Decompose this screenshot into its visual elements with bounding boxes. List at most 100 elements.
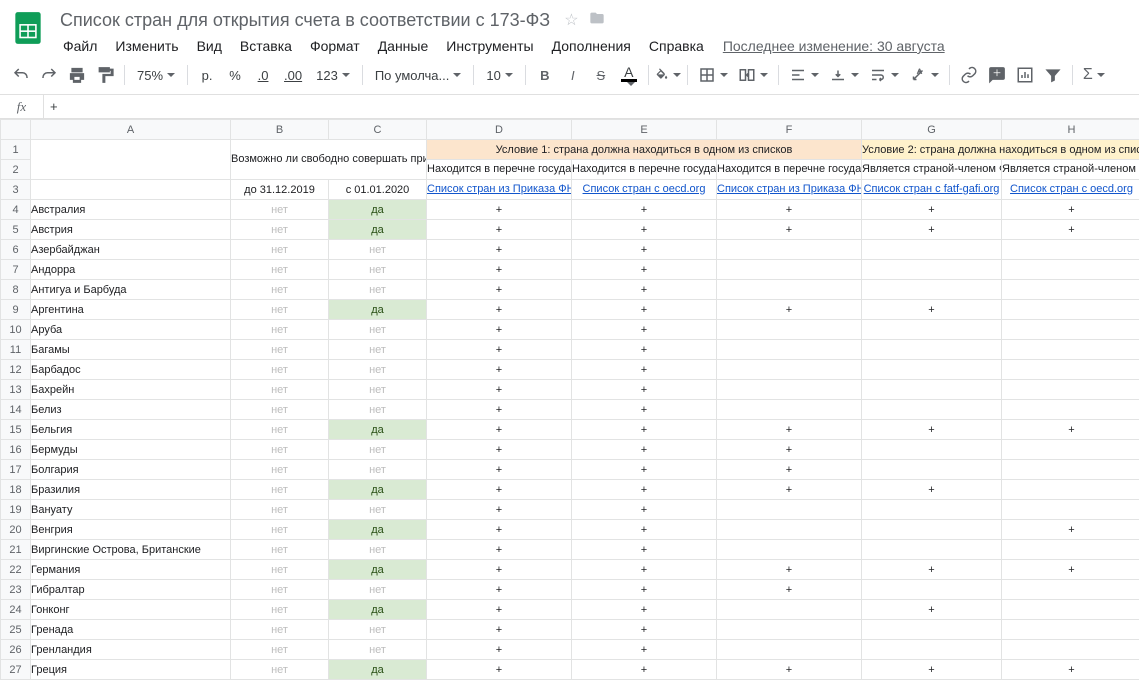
cell-C8[interactable]: нет (329, 280, 427, 300)
spreadsheet-grid[interactable]: ABCDEFGH1Возможно ли свободно совершать … (0, 119, 1139, 680)
merge-cells-dropdown[interactable] (734, 62, 772, 88)
cell-E13[interactable]: + (572, 380, 717, 400)
horizontal-align-dropdown[interactable] (785, 62, 823, 88)
cell-G25[interactable] (862, 620, 1002, 640)
cell-A26[interactable]: Гренландия (31, 640, 231, 660)
redo-icon[interactable] (36, 62, 62, 88)
cell-D2[interactable]: Находится в перечне государств, с которы… (427, 160, 572, 180)
cell-G14[interactable] (862, 400, 1002, 420)
cell-G24[interactable]: + (862, 600, 1002, 620)
bold-button[interactable]: B (532, 62, 558, 88)
cell-A16[interactable]: Бермуды (31, 440, 231, 460)
cell-F9[interactable]: + (717, 300, 862, 320)
insert-chart-icon[interactable] (1012, 62, 1038, 88)
cell-H7[interactable] (1002, 260, 1139, 280)
cell-B16[interactable]: нет (231, 440, 329, 460)
cell-H11[interactable] (1002, 340, 1139, 360)
cell-A9[interactable]: Аргентина (31, 300, 231, 320)
row-header-27[interactable]: 27 (1, 660, 31, 680)
cell-C22[interactable]: да (329, 560, 427, 580)
cell-C7[interactable]: нет (329, 260, 427, 280)
cell-A19[interactable]: Вануату (31, 500, 231, 520)
filter-icon[interactable] (1040, 62, 1066, 88)
insert-link-icon[interactable] (956, 62, 982, 88)
cell-A27[interactable]: Греция (31, 660, 231, 680)
cell-B11[interactable]: нет (231, 340, 329, 360)
cell-E11[interactable]: + (572, 340, 717, 360)
cell-F2[interactable]: Находится в перечне государств, с которы… (717, 160, 862, 180)
cell-D16[interactable]: + (427, 440, 572, 460)
cell-B15[interactable]: нет (231, 420, 329, 440)
row-header-22[interactable]: 22 (1, 560, 31, 580)
cell-A21[interactable]: Виргинские Острова, Британские (31, 540, 231, 560)
row-header-20[interactable]: 20 (1, 520, 31, 540)
cell-G22[interactable]: + (862, 560, 1002, 580)
row-header-13[interactable]: 13 (1, 380, 31, 400)
cell-A14[interactable]: Белиз (31, 400, 231, 420)
cell-G26[interactable] (862, 640, 1002, 660)
font-color-dropdown[interactable]: A (616, 62, 642, 88)
cell-E14[interactable]: + (572, 400, 717, 420)
cell-E27[interactable]: + (572, 660, 717, 680)
cell-G5[interactable]: + (862, 220, 1002, 240)
cell-G13[interactable] (862, 380, 1002, 400)
sheets-logo-icon[interactable] (8, 8, 48, 48)
cell-D4[interactable]: + (427, 200, 572, 220)
col-header-C[interactable]: C (329, 120, 427, 140)
cell-G18[interactable]: + (862, 480, 1002, 500)
cell-H5[interactable]: + (1002, 220, 1139, 240)
cell-D17[interactable]: + (427, 460, 572, 480)
cell-E16[interactable]: + (572, 440, 717, 460)
cell-A8[interactable]: Антигуа и Барбуда (31, 280, 231, 300)
cell-E23[interactable]: + (572, 580, 717, 600)
cell-B21[interactable]: нет (231, 540, 329, 560)
folder-icon[interactable] (589, 10, 605, 31)
col-header-F[interactable]: F (717, 120, 862, 140)
row-header-12[interactable]: 12 (1, 360, 31, 380)
cell-A3[interactable] (31, 180, 231, 200)
cell-C10[interactable]: нет (329, 320, 427, 340)
cell-E4[interactable]: + (572, 200, 717, 220)
cell-D26[interactable]: + (427, 640, 572, 660)
cell-G23[interactable] (862, 580, 1002, 600)
cell-B7[interactable]: нет (231, 260, 329, 280)
row-header-8[interactable]: 8 (1, 280, 31, 300)
cell-B20[interactable]: нет (231, 520, 329, 540)
cell-F14[interactable] (717, 400, 862, 420)
font-size-dropdown[interactable]: 10 (480, 62, 518, 88)
cell-C9[interactable]: да (329, 300, 427, 320)
cell-D23[interactable]: + (427, 580, 572, 600)
undo-icon[interactable] (8, 62, 34, 88)
cell-F13[interactable] (717, 380, 862, 400)
cell-F25[interactable] (717, 620, 862, 640)
font-family-dropdown[interactable]: По умолча... (369, 62, 468, 88)
cell-D18[interactable]: + (427, 480, 572, 500)
cell-H13[interactable] (1002, 380, 1139, 400)
text-wrap-dropdown[interactable] (865, 62, 903, 88)
cell-A11[interactable]: Багамы (31, 340, 231, 360)
menu-дополнения[interactable]: Дополнения (545, 34, 638, 58)
cell-F17[interactable]: + (717, 460, 862, 480)
cell-H18[interactable] (1002, 480, 1139, 500)
cell-A10[interactable]: Аруба (31, 320, 231, 340)
cell-F6[interactable] (717, 240, 862, 260)
cell-C21[interactable]: нет (329, 540, 427, 560)
decrease-decimals-button[interactable]: .0 (250, 62, 276, 88)
cell-B6[interactable]: нет (231, 240, 329, 260)
cell-E24[interactable]: + (572, 600, 717, 620)
cell-G27[interactable]: + (862, 660, 1002, 680)
cell-F3[interactable]: Список стран из Приказа ФНС России от 04… (717, 180, 862, 200)
text-rotation-dropdown[interactable]: A (905, 62, 943, 88)
cell-D6[interactable]: + (427, 240, 572, 260)
increase-decimals-button[interactable]: .00 (278, 62, 308, 88)
cell-B27[interactable]: нет (231, 660, 329, 680)
cell-G15[interactable]: + (862, 420, 1002, 440)
cell-B9[interactable]: нет (231, 300, 329, 320)
row-header-21[interactable]: 21 (1, 540, 31, 560)
cell-E19[interactable]: + (572, 500, 717, 520)
cell-E21[interactable]: + (572, 540, 717, 560)
menu-формат[interactable]: Формат (303, 34, 367, 58)
cell-A22[interactable]: Германия (31, 560, 231, 580)
cell-H15[interactable]: + (1002, 420, 1139, 440)
cell-C26[interactable]: нет (329, 640, 427, 660)
